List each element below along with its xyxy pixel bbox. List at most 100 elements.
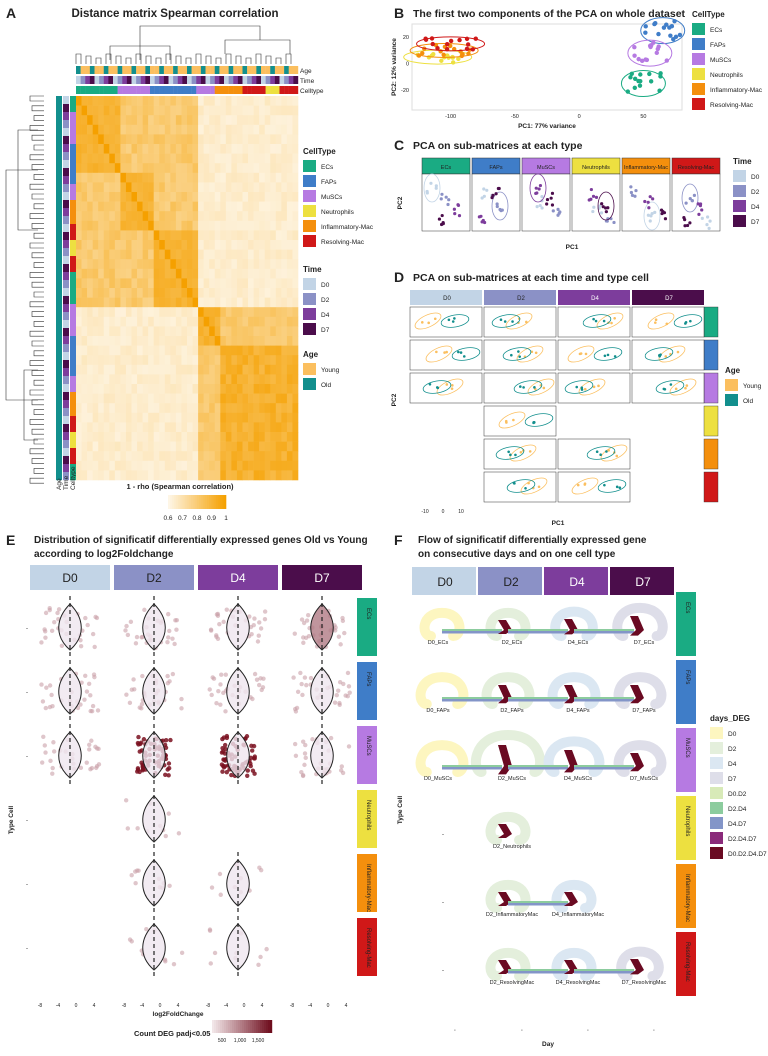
data-point	[176, 831, 182, 836]
heatmap-cell	[92, 288, 99, 298]
data-point	[534, 191, 538, 196]
heatmap-cell	[109, 374, 116, 385]
heatmap-cell	[292, 201, 299, 212]
dendro-branch	[29, 125, 44, 131]
heatmap-cell	[214, 374, 221, 385]
heatmap-cell	[76, 316, 82, 327]
heatmap-cell	[281, 412, 288, 423]
data-point	[466, 51, 471, 56]
data-point	[166, 635, 171, 640]
data-point	[209, 885, 215, 890]
x-tick: 10	[458, 509, 464, 515]
panel-letter-b: B	[394, 5, 404, 21]
heatmap-cell	[181, 374, 188, 385]
heatmap-cell	[253, 451, 260, 462]
heatmap-cell	[164, 96, 171, 106]
heatmap-cell	[142, 460, 149, 471]
heatmap-cell	[76, 220, 82, 231]
heatmap-cell	[220, 364, 227, 375]
legend-label-celltype-b: Resolving-Mac	[710, 102, 754, 109]
heatmap-cell	[159, 115, 166, 126]
heatmap-cell	[264, 460, 271, 471]
annotation-cell-top	[228, 66, 234, 74]
heatmap-cell	[264, 355, 271, 366]
data-point	[591, 209, 595, 214]
data-point	[456, 56, 461, 62]
data-point	[459, 351, 463, 354]
flow-chevron	[564, 892, 578, 906]
heatmap-cell	[125, 211, 132, 222]
heatmap-cell	[181, 441, 188, 452]
heatmap-cell	[103, 316, 110, 327]
heatmap-cell	[242, 393, 249, 404]
d-col-strip	[484, 290, 556, 305]
heatmap-cell	[264, 163, 271, 174]
data-point	[638, 78, 643, 84]
heatmap-cell	[114, 115, 121, 126]
heatmap-cell	[170, 96, 177, 106]
heatmap-cell	[270, 451, 277, 462]
data-point	[302, 751, 308, 756]
e-row-label: Inflammatory-Mac	[365, 864, 371, 912]
annotation-cell-left	[70, 120, 76, 129]
heatmap-cell	[114, 412, 121, 423]
f-row-label: Inflammatory-Mac	[684, 874, 690, 922]
data-point	[305, 612, 311, 618]
data-point	[39, 682, 44, 687]
heatmap-cell	[103, 470, 110, 481]
heatmap-cell	[148, 336, 154, 346]
annotation-cell-left	[56, 456, 62, 465]
heatmap-cell	[153, 422, 160, 433]
data-point	[632, 85, 638, 90]
heatmap-cell	[137, 201, 143, 212]
d-ellipse	[655, 380, 685, 394]
heatmap-cell	[159, 403, 166, 414]
heatmap-cell	[148, 412, 154, 423]
heatmap-cell	[87, 124, 93, 135]
data-point	[220, 749, 226, 754]
d-ellipse	[502, 347, 532, 361]
heatmap-cell	[76, 163, 82, 174]
data-point	[340, 615, 345, 621]
heatmap-cell	[270, 403, 277, 414]
heatmap-cell	[181, 192, 188, 202]
heatmap-cell	[142, 153, 149, 164]
heatmap-cell	[203, 470, 210, 481]
heatmap-cell	[98, 451, 105, 462]
annotation-cell-left	[63, 448, 69, 457]
heatmap-cell	[292, 105, 299, 116]
heatmap-cell	[281, 355, 288, 366]
heatmap-cell	[187, 345, 193, 356]
dendro-branch	[31, 252, 44, 259]
d-ellipse	[593, 347, 623, 361]
heatmap-cell	[220, 326, 227, 337]
data-point	[298, 670, 303, 676]
data-point	[444, 195, 448, 199]
dendro-branch	[165, 53, 172, 64]
heatmap-cell	[253, 374, 260, 385]
data-point	[333, 625, 338, 630]
annotation-cell-left	[63, 120, 69, 129]
colorbar-step	[181, 495, 184, 509]
f-col-label: D4	[569, 575, 585, 589]
heatmap-cell	[87, 268, 93, 279]
data-point	[512, 418, 515, 422]
heatmap-cell	[275, 96, 282, 106]
data-point	[438, 49, 443, 54]
annotation-cell-top	[76, 86, 81, 94]
annotation-cell-left	[70, 432, 76, 441]
annotation-cell-left	[63, 336, 69, 345]
heatmap-cell	[231, 403, 238, 414]
heatmap-cell	[275, 144, 282, 154]
data-point	[42, 743, 47, 748]
heatmap-cell	[92, 451, 99, 462]
heatmap-cell	[253, 403, 260, 414]
annotation-cell-left	[56, 232, 62, 241]
heatmap-cell	[92, 249, 99, 260]
legend-swatch-days-deg	[710, 757, 723, 769]
colorbar-step	[206, 495, 209, 509]
data-point	[439, 58, 444, 63]
facet-panel	[521, 173, 571, 232]
flow-chevron	[630, 616, 644, 636]
heatmap-cell	[87, 403, 93, 414]
